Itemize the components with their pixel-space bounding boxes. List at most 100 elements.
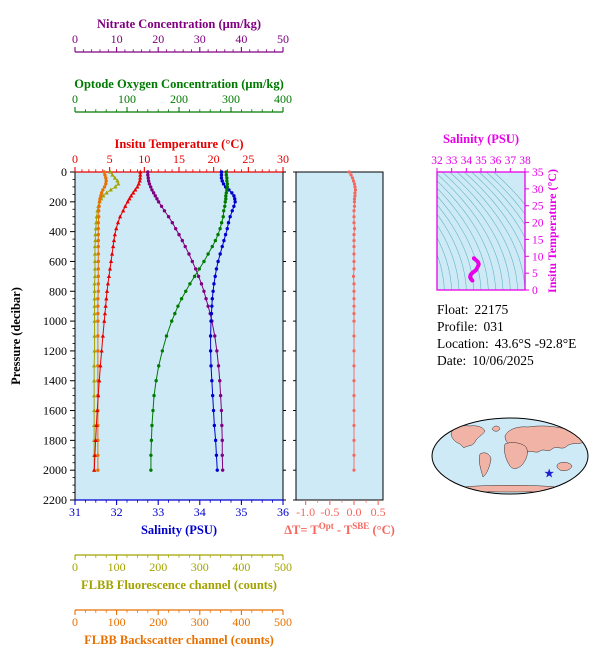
temperature-tick-label: 15 [173,152,185,166]
delta-t-tick-label: -1.0 [296,505,315,519]
pressure-tick-label: 1800 [43,433,67,447]
oxygen-tick-label: 300 [222,92,240,106]
backscatter-tick-label: 500 [274,615,292,629]
float-id-line: Float: 22175 [437,301,609,318]
pressure-tick-label: 2200 [43,493,67,507]
ts-temperature-tick-label: 35 [532,167,544,179]
oxygen-tick-label: 400 [274,92,292,106]
fluorescence-tick-label: 100 [108,560,126,574]
salinity-tick-label: 36 [277,505,289,519]
ts-temperature-tick-label: 15 [532,234,544,246]
pressure-tick-label: 1000 [43,314,67,328]
pressure-tick-label: 2000 [43,463,67,477]
pressure-axis-title: Pressure (decibar) [9,287,23,385]
ts-salinity-tick-label: 36 [490,155,502,167]
delta-t-axis-title: ΔT= TOpt - TSBE (°C) [284,521,395,537]
float-label: Float: [437,302,469,317]
pressure-tick-label: 800 [49,284,67,298]
salinity-tick-label: 34 [194,505,206,519]
salinity-axis: 31 32 33 34 35 36 Salinity (PSU) [69,499,289,537]
salinity-tick-label: 33 [152,505,164,519]
ts-salinity-tick-label: 34 [461,155,473,167]
float-marker-star [544,468,554,478]
delta-t-tick-label: 0.5 [371,505,386,519]
fluorescence-axis: 0 100 200 300 400 500 FLBB Fluorescence channe… [72,554,292,592]
fluorescence-tick-label: 300 [191,560,209,574]
ts-right-axis-title: Insitu Temperature (°C) [545,169,559,293]
nitrate-axis: 0 10 20 30 40 50 Nitrate Concentration (μm/kg) [72,17,289,53]
pressure-tick-label: 400 [49,225,67,239]
oxygen-tick-label: 0 [72,92,78,106]
ts-plot-area [437,172,525,290]
delta-t-panel: -1.0 -0.5 0.0 0.5 ΔT= TOpt - TSBE (°C) [284,170,395,537]
world-map [431,417,589,495]
backscatter-tick-label: 200 [149,615,167,629]
nitrate-axis-title: Nitrate Concentration (μm/kg) [97,17,261,31]
backscatter-axis-title: FLBB Backscatter channel (counts) [84,633,274,647]
ts-salinity-tick-label: 38 [519,155,531,167]
ts-salinity-tick-label: 35 [475,155,487,167]
ts-title: Salinity (PSU) [443,132,519,146]
backscatter-tick-label: 400 [232,615,250,629]
pressure-axis: 0 200 400 600 800 1000 1200 1400 1600 1800 2000 220… [9,165,286,507]
ts-temperature-tick-label: 0 [532,285,538,297]
salinity-tick-label: 31 [69,505,81,519]
salinity-tick-label: 32 [111,505,123,519]
nitrate-tick-label: 50 [277,32,289,46]
date-value: 10/06/2025 [472,353,534,368]
salinity-curve [208,170,237,472]
profile-value: 031 [483,319,504,334]
oxygen-tick-label: 100 [118,92,136,106]
oxygen-axis-title: Optode Oxygen Concentration (μm/kg) [74,77,284,91]
nitrate-tick-label: 20 [152,32,164,46]
fluorescence-tick-label: 400 [232,560,250,574]
date-label: Date: [437,353,467,368]
location-value: 43.6°S -92.8°E [494,336,577,351]
temperature-tick-label: 30 [277,152,289,166]
ts-temperature-tick-label: 25 [532,201,544,213]
fluorescence-tick-label: 500 [274,560,292,574]
nitrate-curve [146,170,225,472]
location-label: Location: [437,336,489,351]
float-value: 22175 [474,302,509,317]
delta-t-curve [347,170,358,472]
temperature-curve [92,169,143,472]
temperature-tick-label: 25 [242,152,254,166]
date-line: Date: 10/06/2025 [437,352,609,369]
temperature-axis-title: Insitu Temperature (°C) [114,137,243,151]
ts-temperature-tick-label: 5 [532,268,538,280]
profile-line: Profile: 031 [437,318,609,335]
nitrate-tick-label: 40 [235,32,247,46]
temperature-tick-label: 20 [208,152,220,166]
ts-temperature-tick-label: 20 [532,218,544,230]
ts-temperature-tick-label: 30 [532,184,544,196]
pressure-tick-label: 200 [49,195,67,209]
backscatter-tick-label: 0 [72,615,78,629]
ts-salinity-tick-label: 37 [505,155,517,167]
float-info-block: Float: 22175 Profile: 031 Location: 43.6°S … [437,301,609,369]
nitrate-tick-label: 10 [111,32,123,46]
ts-temperature-tick-label: 10 [532,251,544,263]
fluorescence-axis-title: FLBB Fluorescence channel (counts) [81,578,277,592]
salinity-tick-label: 35 [235,505,247,519]
ts-profile-dots [468,256,481,283]
backscatter-tick-label: 100 [108,615,126,629]
nitrate-tick-label: 0 [72,32,78,46]
isopycnal-contours [437,172,525,290]
backscatter-tick-label: 300 [191,615,209,629]
location-line: Location: 43.6°S -92.8°E [437,335,609,352]
salinity-axis-title: Salinity (PSU) [141,523,217,537]
oxygen-curve [149,170,230,472]
temperature-tick-label: 5 [107,152,113,166]
delta-t-plot-area [296,172,383,500]
temperature-axis: 0 5 10 15 20 25 30 Insitu Temperature (°C) [72,137,289,173]
profile-label: Profile: [437,319,478,334]
pressure-tick-label: 600 [49,254,67,268]
fluorescence-tick-label: 200 [149,560,167,574]
temperature-tick-label: 0 [72,152,78,166]
